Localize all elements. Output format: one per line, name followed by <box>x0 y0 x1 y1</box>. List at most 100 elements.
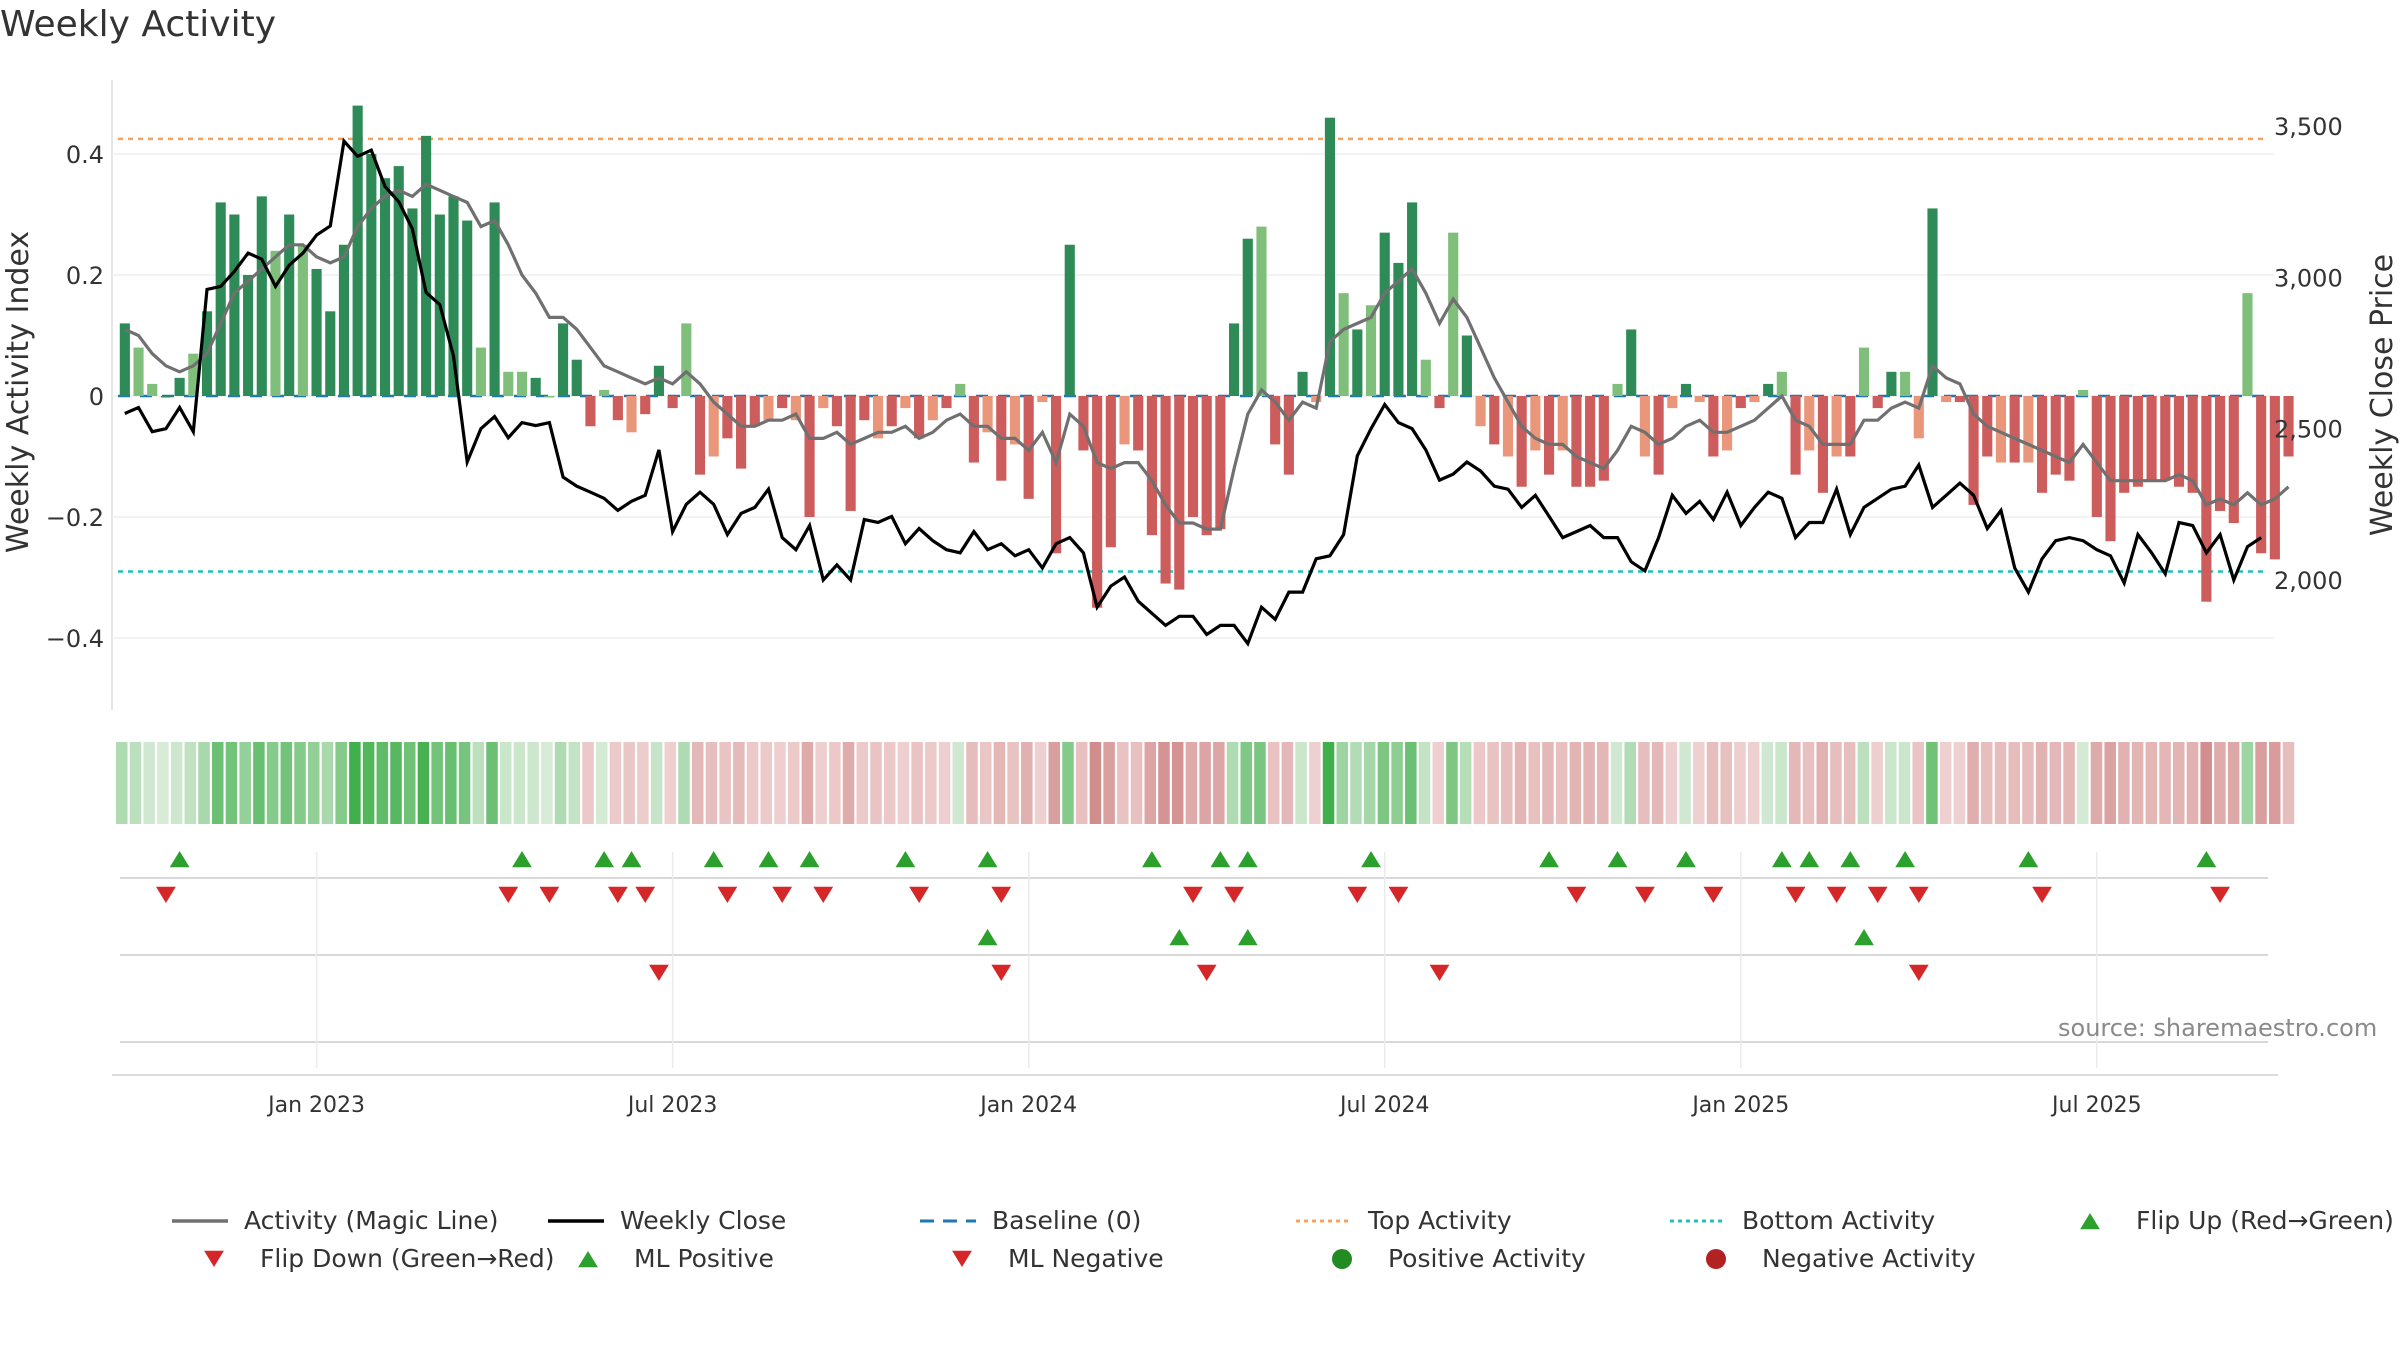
activity-bar <box>1324 117 1336 396</box>
heat-cell <box>2282 742 2295 824</box>
activity-bar <box>2256 396 2267 554</box>
activity-bar <box>886 396 897 427</box>
activity-bar <box>667 396 678 409</box>
heat-cell <box>870 742 882 824</box>
heat-cell <box>2077 742 2089 824</box>
heat-cell <box>595 742 608 824</box>
activity-bar <box>1941 396 1952 403</box>
heat-cell <box>979 742 992 824</box>
activity-bar <box>119 323 130 396</box>
heat-cell <box>129 742 142 824</box>
activity-bar <box>1502 396 1514 457</box>
activity-bar <box>681 323 692 396</box>
activity-bar <box>749 396 760 427</box>
heat-cell <box>458 742 471 824</box>
heat-cell <box>2269 742 2281 824</box>
legend-label: Flip Down (Green→Red) <box>260 1244 555 1273</box>
activity-bar <box>1872 396 1883 409</box>
activity-bar <box>736 396 747 469</box>
heat-cell <box>1336 742 1349 824</box>
activity-bar <box>2009 396 2020 463</box>
activity-bar <box>1434 396 1445 409</box>
flip-down-marker <box>1566 886 1587 903</box>
activity-bar <box>352 105 363 396</box>
ml-negative-marker <box>1429 964 1450 981</box>
heat-cell <box>1514 742 1527 824</box>
x-tick-label: Jul 2023 <box>626 1093 718 1118</box>
legend-label: ML Negative <box>1008 1244 1164 1273</box>
heat-cell <box>2159 742 2171 824</box>
flip-down-marker <box>813 886 834 903</box>
heat-cell <box>1034 742 1047 824</box>
heat-cell <box>431 742 443 824</box>
activity-bar <box>2269 396 2280 560</box>
heat-cell <box>1405 742 1417 824</box>
activity-bar <box>1379 232 1390 396</box>
flip-up-marker <box>621 851 642 868</box>
heat-cell <box>1295 742 1307 824</box>
activity-bar <box>777 396 788 409</box>
legend-item-posdot: Positive Activity <box>1310 1244 1586 1273</box>
activity-bar <box>2105 396 2116 542</box>
y2-tick-label: 2,000 <box>2274 567 2343 595</box>
activity-bar <box>270 250 281 396</box>
flip-down-marker <box>991 886 1012 903</box>
y-tick-label: 0.2 <box>66 262 104 290</box>
activity-bar <box>557 323 569 396</box>
flipdown-legend-swatch <box>204 1250 224 1267</box>
activity-bar <box>1571 396 1582 487</box>
heat-cell <box>1610 742 1623 824</box>
heat-cell <box>664 742 677 824</box>
activity-bar <box>297 244 308 396</box>
activity-bar <box>530 377 541 396</box>
activity-bar <box>407 208 418 396</box>
activity-bar <box>1626 329 1637 396</box>
heat-cell <box>1391 742 1403 824</box>
mlpos-legend-swatch <box>578 1250 598 1267</box>
activity-bar <box>1968 396 1979 505</box>
flip-down-marker <box>1826 886 1847 903</box>
flip-up-marker <box>1840 851 1861 868</box>
activity-bar <box>1790 396 1801 475</box>
heat-cell <box>1432 742 1444 824</box>
heat-cell <box>1830 742 1842 824</box>
heat-cell <box>801 742 814 824</box>
heat-cell <box>2090 742 2103 824</box>
activity-bar <box>1845 396 1856 457</box>
activity-bar <box>1886 371 1897 396</box>
heat-cell <box>1075 742 1088 824</box>
heat-cell <box>1048 742 1061 824</box>
activity-bar <box>2160 396 2171 481</box>
activity-bar <box>1489 396 1500 445</box>
heat-cell <box>705 742 718 824</box>
flip-up-marker <box>1210 851 1231 868</box>
activity-bar <box>544 396 555 398</box>
heat-cell <box>760 742 773 824</box>
x-axis: Jan 2023 Jul 2023 Jan 2024 Jul 2024 Jan 2025… <box>112 852 2278 1118</box>
heat-cell <box>307 742 320 824</box>
weekly-activity-chart: 0.4 0.2 0 −0.2 −0.4 3,500 3,000 2,500 2,000 Jan… <box>1 80 2400 1118</box>
x-tick-label: Jul 2024 <box>1338 1093 1430 1118</box>
activity-bar <box>1694 396 1705 403</box>
activity-bar <box>489 202 500 396</box>
heat-cell <box>1953 742 1966 824</box>
activity-bar <box>1009 396 1021 445</box>
activity-bar <box>2064 396 2075 481</box>
activity-bar <box>571 359 582 396</box>
heat-cell <box>280 742 293 824</box>
heat-cell <box>1898 742 1911 824</box>
heat-cell <box>2118 742 2130 824</box>
activity-bar <box>516 371 528 396</box>
activity-bar <box>366 154 377 396</box>
activity-bar <box>1530 396 1541 451</box>
heat-cell <box>1734 742 1746 824</box>
heat-cell <box>513 742 526 824</box>
heat-cell <box>1651 742 1664 824</box>
legend-item-magic: Activity (Magic Line) <box>166 1206 498 1235</box>
flip-up-marker <box>703 851 724 868</box>
heat-cell <box>719 742 731 824</box>
activity-bar <box>1078 396 1089 451</box>
top-legend-swatch <box>1296 1219 1352 1222</box>
activity-bar <box>2173 396 2185 487</box>
flipup-legend-swatch <box>2080 1212 2100 1229</box>
